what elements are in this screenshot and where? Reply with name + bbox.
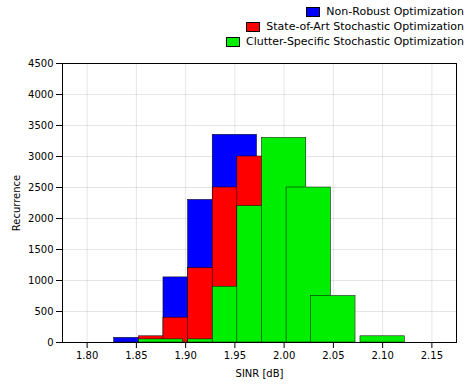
svg-text:1000: 1000 [28, 275, 53, 286]
svg-text:2000: 2000 [28, 213, 53, 224]
svg-text:2.05: 2.05 [322, 350, 344, 361]
svg-text:2500: 2500 [28, 182, 53, 193]
html-text:Non-Robust Optimization: Non-Robust Optimization [326, 5, 464, 18]
svg-text:1.90: 1.90 [174, 350, 196, 361]
svg-text:1.80: 1.80 [76, 350, 98, 361]
svg-text:500: 500 [34, 306, 53, 317]
html-text:State-of-Art Stochastic Optimi: State-of-Art Stochastic Optimization [266, 20, 464, 33]
svg-text:4500: 4500 [28, 58, 53, 69]
html-text:Clutter-Specific Stochastic Op: Clutter-Specific Stochastic Optimization [246, 35, 464, 48]
svg-text:3000: 3000 [28, 151, 53, 162]
svg-text:SINR [dB]: SINR [dB] [236, 368, 284, 379]
svg-text:4000: 4000 [28, 89, 53, 100]
svg-text:1.85: 1.85 [125, 350, 147, 361]
svg-text:3500: 3500 [28, 120, 53, 131]
svg-text:2.00: 2.00 [273, 350, 295, 361]
svg-text:2.15: 2.15 [421, 350, 443, 361]
svg-text:Recurrence: Recurrence [11, 175, 22, 231]
svg-text:0: 0 [47, 337, 53, 348]
svg-text:2.10: 2.10 [371, 350, 393, 361]
svg-text:1500: 1500 [28, 244, 53, 255]
svg-text:1.95: 1.95 [224, 350, 246, 361]
